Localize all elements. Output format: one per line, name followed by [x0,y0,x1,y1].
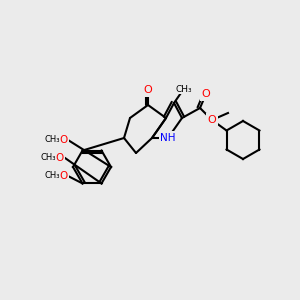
Text: O: O [56,153,64,163]
Text: O: O [202,89,210,99]
Text: CH₃: CH₃ [44,172,60,181]
Text: O: O [60,135,68,145]
Text: O: O [60,171,68,181]
Text: CH₃: CH₃ [44,136,60,145]
Text: CH₃: CH₃ [40,154,56,163]
Text: CH₃: CH₃ [176,85,192,94]
Text: NH: NH [160,133,176,143]
Text: O: O [208,115,216,125]
Text: O: O [144,85,152,95]
